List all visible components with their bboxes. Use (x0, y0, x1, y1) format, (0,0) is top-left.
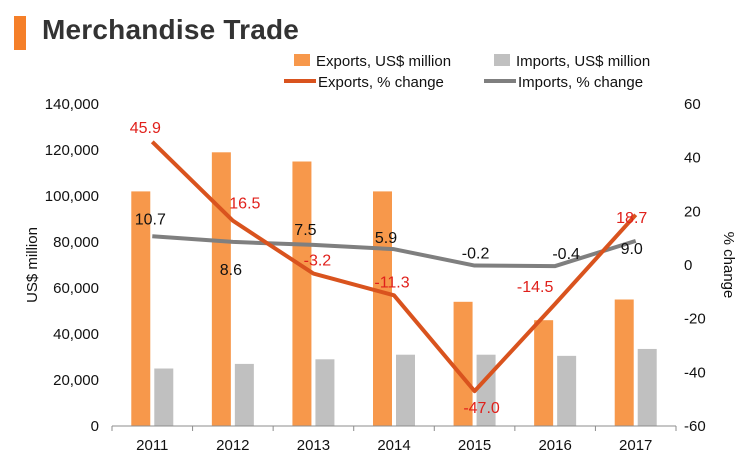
imports-change-data-label: 7.5 (294, 222, 316, 239)
exports-change-data-label: 16.5 (229, 196, 260, 213)
x-axis-tick-label: 2016 (538, 437, 571, 454)
imports-bar (315, 359, 335, 426)
exports-bar (211, 152, 231, 427)
exports-change-data-label: 45.9 (130, 120, 161, 137)
chart-title: Merchandise Trade (42, 14, 300, 45)
imports-bar (637, 348, 657, 426)
imports-change-data-label: -0.4 (552, 246, 580, 263)
exports-bar (373, 191, 392, 426)
left-axis-tick-label: 140,000 (45, 96, 99, 113)
legend-imports-bar-label: Imports, US$ million (516, 53, 650, 70)
legend-exports-line-label: Exports, % change (318, 74, 444, 91)
right-axis-title: % change (720, 232, 737, 299)
legend-exports-bar-swatch (294, 54, 310, 66)
left-axis-tick-label: 40,000 (53, 326, 99, 343)
exports-change-data-label: -11.3 (374, 274, 409, 291)
imports-bar (396, 354, 415, 426)
imports-change-data-label: 8.6 (220, 262, 242, 279)
left-axis-tick-label: 0 (91, 418, 99, 435)
x-axis-tick-label: 2012 (216, 437, 249, 454)
x-axis-tick-label: 2011 (136, 437, 168, 454)
exports-bar (614, 299, 634, 426)
x-axis-tick-label: 2013 (297, 437, 330, 454)
imports-change-data-label: 10.7 (135, 211, 166, 228)
x-axis-tick-label: 2015 (458, 437, 491, 454)
right-axis-tick-label: -40 (684, 364, 706, 381)
imports-bar (234, 363, 254, 426)
left-axis-tick-label: 100,000 (45, 188, 99, 205)
title-accent-bar (14, 16, 26, 50)
exports-change-data-label: -47.0 (463, 400, 500, 417)
exports-bar (534, 320, 554, 426)
left-axis-tick-label: 20,000 (53, 372, 99, 389)
exports-bar (453, 301, 473, 426)
legend-exports-bar-label: Exports, US$ million (316, 53, 451, 70)
legend-imports-line-label: Imports, % change (518, 74, 643, 91)
imports-bar (154, 368, 174, 426)
imports-change-data-label: -0.2 (462, 246, 490, 263)
x-axis-tick-label: 2014 (377, 437, 410, 454)
right-axis-tick-label: 20 (684, 203, 701, 220)
imports-change-line (152, 234, 637, 269)
exports-bar (292, 161, 312, 426)
left-axis-tick-label: 80,000 (53, 234, 99, 251)
exports-change-data-label: 18.7 (616, 210, 647, 227)
right-axis-tick-label: -60 (684, 418, 706, 435)
legend-imports-bar-swatch (494, 54, 510, 66)
exports-change-data-label: -14.5 (517, 279, 554, 296)
exports-change-data-label: -3.2 (304, 253, 332, 270)
imports-change-data-label: 5.9 (375, 230, 397, 247)
left-axis-tick-label: 120,000 (45, 142, 99, 159)
left-axis-title: US$ million (24, 227, 41, 303)
exports-change-line (150, 140, 638, 394)
exports-bar (131, 191, 151, 426)
imports-change-data-label: 9.0 (621, 241, 643, 258)
left-axis-tick-label: 60,000 (53, 280, 99, 297)
right-axis-tick-label: 0 (684, 257, 692, 274)
right-axis-tick-label: 60 (684, 96, 701, 113)
x-axis-tick-label: 2017 (619, 437, 652, 454)
right-axis-tick-label: -20 (684, 311, 706, 328)
imports-bar (557, 355, 577, 426)
right-axis-tick-label: 40 (684, 150, 701, 167)
